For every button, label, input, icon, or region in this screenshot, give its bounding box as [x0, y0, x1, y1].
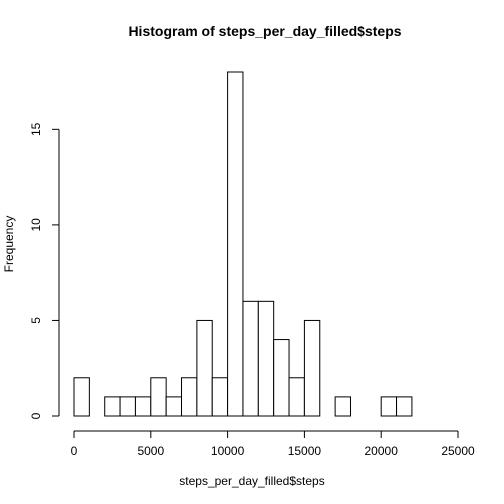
y-tick-label-1: 5 [29, 317, 43, 324]
histogram-bar-14 [288, 377, 305, 417]
histogram-bar-2 [104, 396, 121, 417]
x-tick-label-2: 10000 [211, 444, 245, 458]
histogram-bar-8 [196, 319, 213, 417]
y-axis-label: Frequency [2, 216, 16, 273]
histogram-bar-21 [396, 396, 413, 417]
histogram-bar-0 [73, 377, 90, 417]
histogram-bar-12 [257, 300, 275, 417]
histogram-bar-20 [380, 396, 398, 417]
x-tick-label-5: 25000 [441, 444, 475, 458]
y-tick-label-0: 0 [29, 412, 43, 419]
chart-title: Histogram of steps_per_day_filled$steps [128, 23, 401, 39]
x-tick-label-4: 20000 [365, 444, 399, 458]
histogram-bar-10 [227, 71, 244, 417]
y-tick-label-3: 15 [29, 122, 43, 136]
x-tick-label-1: 5000 [137, 444, 164, 458]
histogram-bar-17 [334, 396, 351, 417]
x-tick-label-0: 0 [71, 444, 78, 458]
y-tick-label-2: 10 [29, 218, 43, 232]
histogram-bar-15 [303, 319, 321, 417]
y-axis: 0 5 10 15 [29, 122, 60, 419]
bars-group [73, 71, 413, 417]
x-axis: 0 5000 10000 15000 20000 25000 [71, 430, 475, 458]
histogram-bar-5 [150, 377, 167, 417]
histogram-bar-11 [242, 300, 259, 417]
histogram-bar-3 [119, 396, 136, 417]
histogram-bar-4 [134, 396, 152, 417]
histogram-bar-7 [181, 377, 198, 417]
x-tick-label-3: 15000 [288, 444, 322, 458]
histogram-bar-9 [211, 377, 229, 417]
histogram-bar-6 [165, 396, 183, 417]
histogram-bar-13 [273, 339, 290, 417]
x-axis-label: steps_per_day_filled$steps [179, 474, 324, 488]
